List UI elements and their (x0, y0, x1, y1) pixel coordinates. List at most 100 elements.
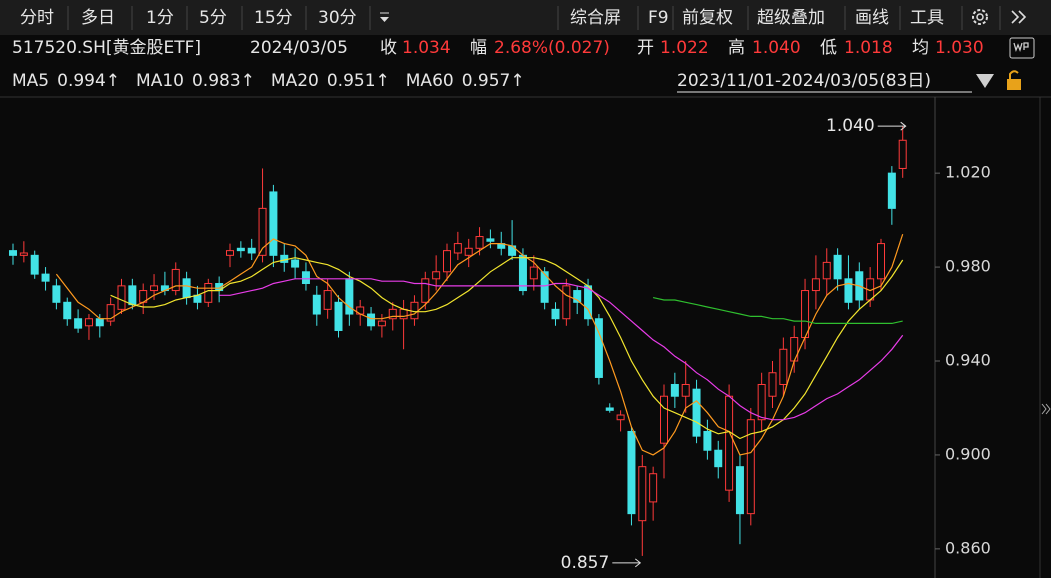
tab[interactable]: 5分 (199, 8, 227, 28)
icon-glyph (1013, 42, 1029, 53)
dropdown-icon[interactable] (380, 12, 389, 22)
y-tick-label: 1.020 (945, 163, 991, 182)
candle-body (84, 318, 93, 327)
y-tick-label: 0.860 (945, 538, 991, 557)
candle-body (529, 266, 538, 280)
candle-body (128, 285, 137, 306)
icon-frame (1009, 37, 1035, 59)
tool[interactable]: 综合屏 (570, 8, 621, 28)
candle-body (280, 254, 289, 263)
legend-value: 0.957↑ (462, 71, 525, 91)
candle-body (518, 254, 527, 292)
candle-body (551, 308, 560, 320)
tool[interactable]: 工具 (910, 8, 944, 28)
candle-body (779, 348, 788, 385)
candle-body (811, 278, 820, 292)
candle-body (605, 407, 614, 411)
candle-body (573, 290, 582, 303)
candle-body (638, 466, 647, 522)
candle-body (649, 473, 658, 503)
range-dropdown[interactable] (976, 74, 994, 88)
toolbar (0, 0, 1051, 35)
info-value: 1.034 (402, 38, 451, 58)
legend-value: 0.951↑ (327, 71, 390, 91)
candle-body (117, 285, 126, 310)
date-range[interactable]: 2023/11/01-2024/03/05(83日) (677, 71, 931, 91)
candle-body (725, 395, 734, 491)
candle-body (30, 254, 39, 275)
info-label: 开 (637, 38, 654, 58)
candle-body (269, 191, 278, 256)
candle-body (182, 278, 191, 299)
candle-body (236, 247, 245, 252)
candle-body (52, 285, 61, 303)
candle-body (746, 419, 755, 515)
candle-body (377, 320, 386, 327)
y-tick-label: 0.940 (945, 351, 991, 370)
candle-body (464, 247, 473, 256)
info-value: 1.030 (935, 38, 984, 58)
candle-body (226, 250, 234, 256)
candle-body (323, 290, 332, 310)
candle-body (822, 261, 831, 280)
ma-line (55, 234, 904, 456)
candle-body (681, 383, 690, 397)
lock-shackle (1009, 70, 1019, 79)
legend-name: MA60 (406, 71, 454, 91)
lock-icon[interactable] (1007, 70, 1021, 90)
candle-body (204, 283, 213, 303)
annotation-label: 0.857 (561, 553, 610, 573)
candle-body (95, 318, 104, 327)
candle-body (562, 285, 571, 320)
candle-body (801, 290, 810, 339)
info-label: 低 (820, 38, 837, 58)
candle-body (41, 273, 50, 282)
candle-body (790, 337, 799, 362)
tab[interactable]: 15分 (254, 8, 293, 28)
ma-line (110, 257, 904, 440)
y-tick-label: 0.900 (945, 444, 991, 463)
candle-body (757, 383, 766, 421)
info-label: 高 (728, 38, 745, 58)
icon-arrow (380, 17, 389, 22)
candle-body (312, 294, 321, 315)
candle-body (616, 414, 625, 421)
tool[interactable]: 超级叠加 (757, 8, 825, 28)
tab[interactable]: 1分 (146, 8, 174, 28)
candle-body (171, 268, 180, 292)
tool[interactable]: 画线 (855, 8, 889, 28)
tool[interactable]: 前复权 (682, 8, 733, 28)
candle-body (74, 318, 83, 329)
settings-icon[interactable] (972, 9, 988, 25)
info-value: 2.68%(0.027) (494, 38, 610, 58)
candle-body (453, 243, 462, 254)
candle-body (735, 466, 744, 515)
candle-body (19, 252, 28, 256)
expand-icon[interactable] (1011, 10, 1027, 24)
candle-body (410, 301, 419, 320)
candle-body (692, 388, 701, 437)
legend-name: MA10 (136, 71, 184, 91)
candle-body (367, 313, 376, 327)
tab[interactable]: 30分 (318, 8, 357, 28)
ma-line (652, 297, 903, 324)
tool[interactable]: F9 (648, 8, 669, 28)
side-expand[interactable] (1041, 403, 1051, 415)
candle-body (9, 250, 17, 256)
lock-body (1007, 79, 1021, 90)
info-value: 1.022 (660, 38, 709, 58)
tab[interactable]: 分时 (20, 8, 54, 28)
legend-name: MA20 (271, 71, 319, 91)
legend-value: 0.994↑ (57, 71, 120, 91)
candle-body (258, 207, 267, 256)
y-tick-label: 0.980 (945, 257, 991, 276)
candle-body (432, 271, 441, 280)
candle-body (388, 308, 397, 320)
tab[interactable]: 多日 (81, 8, 115, 28)
candle-body (291, 259, 300, 268)
annotation-arrow (877, 121, 907, 131)
wp-icon[interactable] (1009, 37, 1035, 59)
candle-body (301, 271, 310, 285)
candle-body (540, 271, 549, 303)
